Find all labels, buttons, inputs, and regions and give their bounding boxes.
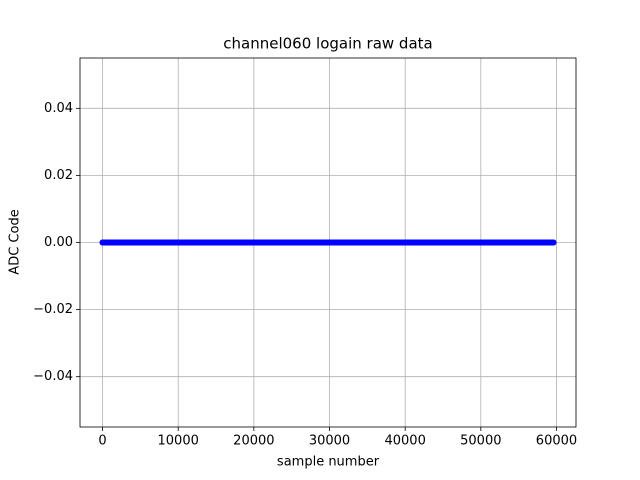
x-tick-label: 20000 (233, 434, 274, 449)
x-tick-label: 0 (98, 434, 106, 449)
y-tick-label: −0.04 (33, 369, 73, 384)
y-tick-label: −0.02 (33, 302, 73, 317)
y-axis-label: ADC Code (8, 209, 23, 274)
data-point (99, 239, 106, 246)
x-tick-label: 30000 (309, 434, 350, 449)
x-tick-label: 60000 (536, 434, 577, 449)
y-tick-label: 0.02 (44, 168, 73, 183)
y-tick-label: 0.04 (44, 101, 73, 116)
x-axis-label: sample number (277, 455, 380, 470)
chart-title: channel060 logain raw data (223, 35, 432, 53)
x-tick-label: 50000 (460, 434, 501, 449)
y-tick-label: 0.00 (44, 235, 73, 250)
x-tick-label: 40000 (384, 434, 425, 449)
plot-frame (79, 57, 577, 428)
x-tick-label: 10000 (158, 434, 199, 449)
data-point (550, 239, 557, 246)
